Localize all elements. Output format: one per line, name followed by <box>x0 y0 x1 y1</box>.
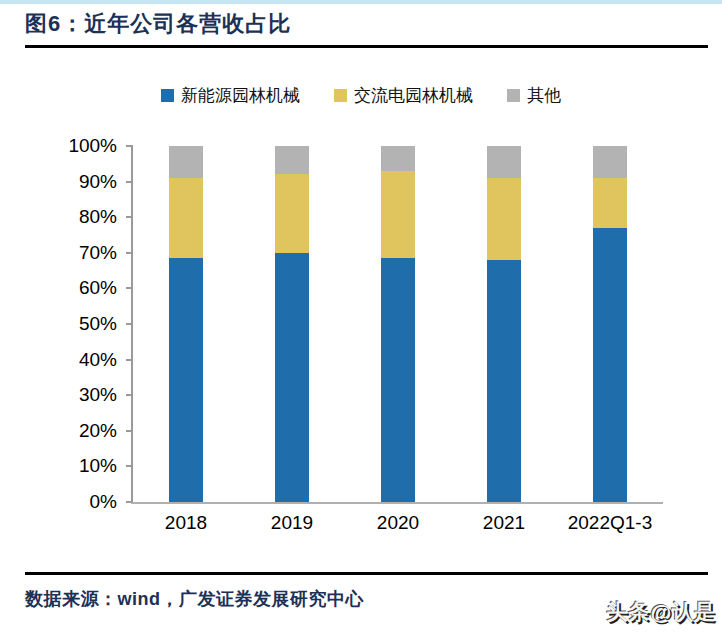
y-axis-tick-label: 80% <box>7 206 117 228</box>
legend-item: 新能源园林机械 <box>161 84 300 107</box>
y-axis-tick-label: 0% <box>7 491 117 513</box>
x-axis-category-label: 2018 <box>133 512 239 534</box>
stacked-bar-2018 <box>169 146 203 502</box>
legend-label: 其他 <box>527 84 561 107</box>
top-accent-line <box>0 0 722 4</box>
stacked-bar-2019 <box>275 146 309 502</box>
legend: 新能源园林机械 交流电园林机械 其他 <box>0 84 722 107</box>
y-axis-tick-label: 10% <box>7 455 117 477</box>
bar-segment <box>487 260 521 502</box>
watermark: 头条@认是 <box>607 598 716 626</box>
x-axis-category-label: 2019 <box>239 512 345 534</box>
stacked-bar-2022Q1-3 <box>593 146 627 502</box>
bar-segment <box>593 146 627 178</box>
bar-slot <box>345 146 451 502</box>
bar-segment <box>169 146 203 178</box>
x-axis-labels: 20182019202020212022Q1-3 <box>133 512 663 534</box>
bar-segment <box>487 178 521 260</box>
legend-item: 其他 <box>507 84 561 107</box>
chart-title: 图6：近年公司各营收占比 <box>25 9 291 39</box>
bar-segment <box>381 171 415 258</box>
y-axis-tick-label: 20% <box>7 420 117 442</box>
report-chart-page: 图6：近年公司各营收占比 新能源园林机械 交流电园林机械 其他 100% 90% 80%… <box>0 0 722 633</box>
bar-segment <box>275 146 309 174</box>
y-axis-tick-label: 50% <box>7 313 117 335</box>
legend-swatch-icon <box>161 89 174 102</box>
legend-item: 交流电园林机械 <box>334 84 473 107</box>
y-axis-tick-label: 30% <box>7 384 117 406</box>
stacked-bar-2021 <box>487 146 521 502</box>
x-axis-category-label: 2022Q1-3 <box>557 512 663 534</box>
bar-segment <box>275 174 309 252</box>
y-axis-tick-label: 70% <box>7 242 117 264</box>
y-axis: 100%90%80%70%60%50%40%30%20%10%0% <box>0 146 133 502</box>
legend-label: 交流电园林机械 <box>354 84 473 107</box>
plot-area <box>133 146 663 502</box>
bar-slot <box>239 146 345 502</box>
y-axis-tick-label: 60% <box>7 277 117 299</box>
bar-slot <box>133 146 239 502</box>
bar-segment <box>487 146 521 178</box>
footer-divider <box>25 572 708 575</box>
legend-label: 新能源园林机械 <box>181 84 300 107</box>
bar-segment <box>381 258 415 502</box>
title-underline <box>25 45 708 48</box>
bar-slot <box>451 146 557 502</box>
legend-swatch-icon <box>507 89 520 102</box>
data-source: 数据来源：wind，广发证券发展研究中心 <box>25 587 364 611</box>
bar-segment <box>593 178 627 228</box>
y-axis-tick-label: 100% <box>7 135 117 157</box>
x-axis-category-label: 2020 <box>345 512 451 534</box>
bar-segment <box>169 258 203 502</box>
y-axis-tick-label: 90% <box>7 171 117 193</box>
bar-segment <box>593 228 627 502</box>
x-axis-category-label: 2021 <box>451 512 557 534</box>
bar-segment <box>169 178 203 258</box>
legend-swatch-icon <box>334 89 347 102</box>
bar-slot <box>557 146 663 502</box>
bar-segment <box>275 253 309 502</box>
stacked-bar-2020 <box>381 146 415 502</box>
bar-segment <box>381 146 415 171</box>
x-axis-line <box>131 502 663 504</box>
y-axis-tick-label: 40% <box>7 349 117 371</box>
